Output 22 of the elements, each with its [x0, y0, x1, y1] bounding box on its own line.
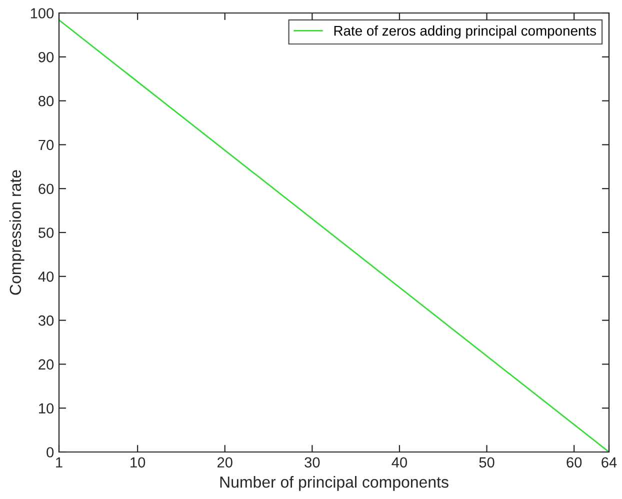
legend-label: Rate of zeros adding principal components: [334, 26, 596, 38]
x-tick-label: 1: [56, 457, 62, 468]
y-tick-label: 40: [38, 272, 54, 282]
x-axis-title: Number of principal components: [220, 476, 448, 491]
x-tick-label: 50: [479, 457, 494, 468]
x-tick-label: 10: [130, 457, 146, 468]
x-tick-label: 20: [217, 457, 232, 468]
y-axis-title: Compression rate: [9, 170, 24, 295]
x-tick-label: 30: [304, 457, 320, 468]
x-tick-label: 40: [392, 457, 408, 468]
y-tick-label: 100: [30, 8, 54, 18]
x-tick-label: 64: [602, 457, 617, 468]
y-tick-label: 90: [38, 52, 54, 62]
y-tick-label: 20: [38, 359, 54, 370]
y-tick-label: 60: [38, 184, 54, 194]
y-tick-label: 30: [38, 315, 54, 326]
y-tick-label: 0: [46, 447, 54, 458]
y-tick-label: 10: [39, 403, 54, 414]
y-tick-label: 80: [38, 96, 54, 106]
y-tick-label: 70: [38, 140, 54, 150]
x-tick-label: 60: [566, 457, 582, 468]
y-tick-label: 50: [38, 228, 54, 238]
